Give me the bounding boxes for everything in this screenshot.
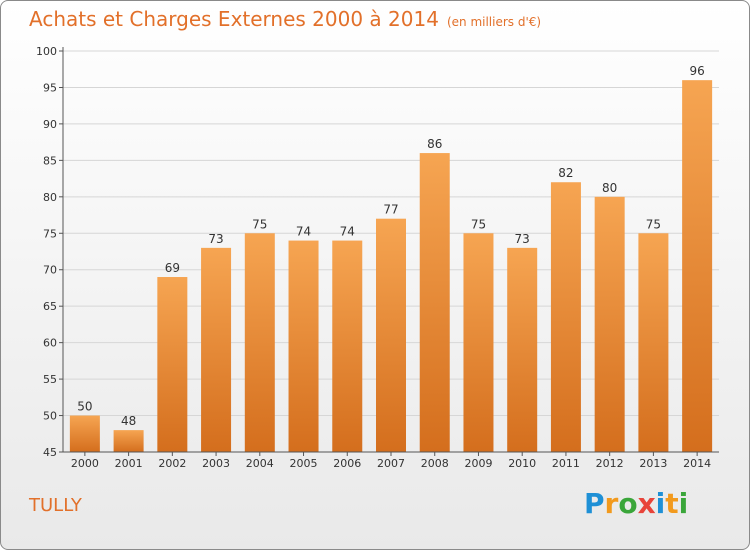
y-tick-label: 90: [43, 118, 57, 131]
bar-2004: [244, 233, 275, 452]
bar-value-label: 50: [77, 400, 92, 414]
bar-value-label: 77: [383, 203, 398, 217]
logo-letter: P: [584, 487, 605, 520]
y-tick-label: 95: [43, 81, 57, 94]
y-tick-label: 65: [43, 300, 57, 313]
bar-2002: [157, 277, 188, 452]
y-tick-label: 80: [43, 191, 57, 204]
y-tick-label: 75: [43, 227, 57, 240]
x-tick-label: 2009: [464, 457, 492, 470]
bar-value-label: 48: [121, 414, 136, 428]
logo-letter: x: [637, 487, 656, 520]
bar-2003: [201, 247, 232, 452]
x-tick-label: 2007: [377, 457, 405, 470]
bar-2010: [507, 247, 538, 452]
x-tick-label: 2006: [333, 457, 361, 470]
bar-value-label: 74: [296, 225, 311, 239]
x-tick-label: 2000: [71, 457, 99, 470]
bar-2005: [288, 240, 319, 452]
x-tick-label: 2014: [683, 457, 711, 470]
logo-letter: o: [618, 487, 638, 520]
x-tick-label: 2004: [246, 457, 274, 470]
bar-value-label: 96: [689, 64, 704, 78]
bar-2011: [550, 182, 581, 452]
x-tick-label: 2005: [290, 457, 318, 470]
bar-value-label: 75: [252, 217, 267, 231]
bar-2012: [594, 196, 625, 452]
x-tick-label: 2002: [158, 457, 186, 470]
bars: 50 48 69 73 75 74 74 77 86 75 73 82 80 75 96: [69, 64, 713, 452]
bar-value-label: 75: [471, 217, 486, 231]
title-text: Achats et Charges Externes 2000 à 2014: [29, 7, 439, 31]
y-tick-label: 85: [43, 154, 57, 167]
logo-letter: i: [678, 487, 689, 520]
proxiti-logo: Proxiti: [584, 487, 688, 520]
x-tick-label: 2012: [596, 457, 624, 470]
chart-title: Achats et Charges Externes 2000 à 2014 (e…: [29, 7, 541, 31]
x-tick-label: 2010: [508, 457, 536, 470]
y-tick-label: 50: [43, 410, 57, 423]
y-tick-label: 100: [36, 45, 57, 58]
y-tick-label: 55: [43, 373, 57, 386]
bar-value-label: 73: [208, 232, 223, 246]
y-tick-label: 60: [43, 337, 57, 350]
bar-2000: [69, 415, 100, 452]
x-tick-label: 2011: [552, 457, 580, 470]
y-tick-label: 45: [43, 446, 57, 459]
logo-letter: r: [604, 487, 619, 520]
bar-value-label: 86: [427, 137, 442, 151]
bar-value-label: 69: [165, 261, 180, 275]
commune-name: TULLY: [29, 495, 82, 516]
bar-value-label: 73: [515, 232, 530, 246]
x-tick-label: 2001: [115, 457, 143, 470]
axes: 45 50 55 60 65 70 75 80 85 90 95 100 2000 2001 2002 200…: [36, 45, 719, 470]
bar-value-label: 82: [558, 166, 573, 180]
bar-value-label: 75: [646, 217, 661, 231]
y-tick-label: 70: [43, 264, 57, 277]
bar-2007: [376, 218, 406, 452]
x-tick-label: 2008: [421, 457, 449, 470]
logo-letter: t: [665, 487, 679, 520]
bar-value-label: 74: [340, 225, 355, 239]
logo-letter: i: [655, 487, 666, 520]
bar-2013: [638, 233, 669, 452]
bar-2014: [682, 80, 713, 452]
x-tick-label: 2003: [202, 457, 230, 470]
bar-2006: [332, 240, 363, 452]
unit-subtitle: (en milliers d'€): [446, 15, 542, 29]
bar-2009: [463, 233, 494, 452]
bar-2008: [419, 153, 450, 452]
bar-value-label: 80: [602, 181, 617, 195]
x-tick-label: 2013: [639, 457, 667, 470]
bar-2001: [113, 430, 144, 452]
